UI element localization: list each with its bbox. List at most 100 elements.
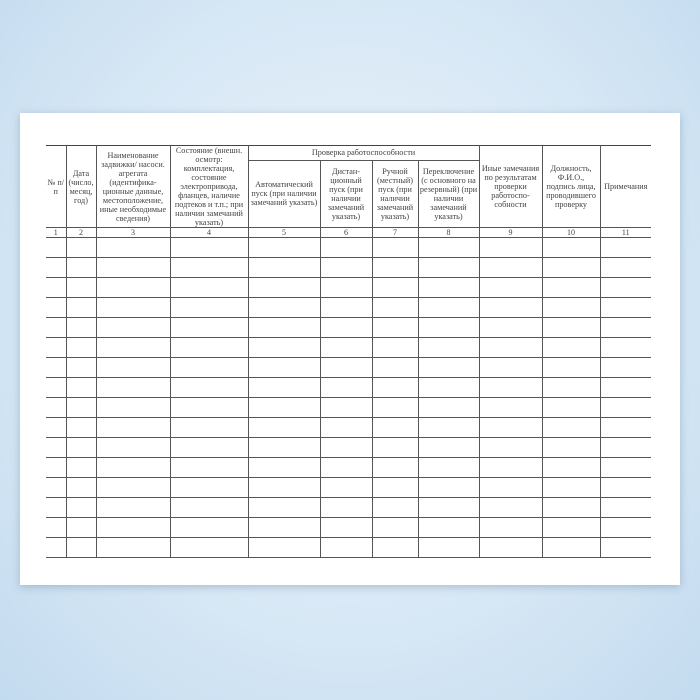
table-cell	[417, 417, 480, 438]
table-cell	[95, 337, 171, 358]
table-cell	[371, 257, 419, 278]
table-cell	[46, 397, 67, 418]
table-cell	[478, 437, 543, 458]
header-number: № п/п	[46, 145, 67, 228]
table-cell	[478, 337, 543, 358]
table-cell	[371, 457, 419, 478]
table-cell	[599, 297, 651, 318]
table-cell	[46, 417, 67, 438]
table-cell	[541, 517, 601, 538]
table-cell	[541, 277, 601, 298]
header-manual-start: Ручной (местный) пуск (при наличии замеч…	[371, 159, 419, 229]
table-row	[46, 477, 651, 498]
table-cell	[371, 517, 419, 538]
table-cell	[46, 437, 67, 458]
table-cell	[599, 277, 651, 298]
column-number: 10	[541, 227, 601, 238]
table-row	[46, 517, 651, 538]
table-cell	[319, 337, 373, 358]
table-cell	[247, 337, 321, 358]
header-name: Наименование задвижки/ насоси. агрегата …	[95, 145, 171, 228]
table-cell	[65, 477, 97, 498]
table-cell	[417, 477, 480, 498]
header-check-group: Проверка работоспособности	[247, 145, 480, 161]
table-cell	[65, 497, 97, 518]
table-cell	[478, 417, 543, 438]
table-cell	[65, 457, 97, 478]
table-cell	[371, 397, 419, 418]
table-row	[46, 257, 651, 278]
table-cell	[247, 457, 321, 478]
table-cell	[417, 237, 480, 258]
table-cell	[599, 497, 651, 518]
table-cell	[169, 537, 249, 558]
column-number: 7	[371, 227, 419, 238]
table-cell	[541, 237, 601, 258]
table-cell	[247, 277, 321, 298]
table-cell	[417, 397, 480, 418]
table-cell	[541, 457, 601, 478]
table-cell	[169, 257, 249, 278]
header-auto-start: Автоматический пуск (при наличии замечан…	[248, 159, 321, 229]
table-cell	[95, 257, 171, 278]
table-cell	[541, 257, 601, 278]
table-cell	[478, 477, 543, 498]
table-cell	[319, 237, 373, 258]
table-cell	[417, 317, 480, 338]
table-cell	[319, 497, 373, 518]
table-cell	[599, 317, 651, 338]
table-cell	[247, 237, 321, 258]
table-cell	[65, 297, 97, 318]
column-numbers-row: 1 2 3 4 5 6 7 8 9 10 11	[46, 227, 651, 238]
table-cell	[478, 397, 543, 418]
table-cell	[599, 397, 651, 418]
table-cell	[417, 457, 480, 478]
table-cell	[371, 377, 419, 398]
table-cell	[371, 417, 419, 438]
table-cell	[319, 477, 373, 498]
header-condition: Состояние (внешн. осмотр: комплектация, …	[169, 145, 249, 228]
table-cell	[46, 297, 67, 318]
table-cell	[46, 237, 67, 258]
table-cell	[95, 397, 171, 418]
table-cell	[95, 477, 171, 498]
table-row	[46, 337, 651, 358]
table-cell	[247, 377, 321, 398]
column-number: 9	[478, 227, 543, 238]
table-cell	[65, 437, 97, 458]
table-cell	[46, 497, 67, 518]
table-cell	[46, 537, 67, 558]
table-cell	[478, 537, 543, 558]
table-cell	[541, 417, 601, 438]
column-number: 2	[65, 227, 97, 238]
table-cell	[65, 537, 97, 558]
table-cell	[65, 377, 97, 398]
table-row	[46, 537, 651, 558]
table-cell	[95, 457, 171, 478]
table-cell	[169, 497, 249, 518]
table-cell	[46, 317, 67, 338]
table-cell	[417, 377, 480, 398]
table-cell	[599, 377, 651, 398]
table-row	[46, 277, 651, 298]
table-cell	[417, 357, 480, 378]
table-cell	[46, 257, 67, 278]
table-row	[46, 357, 651, 378]
table-row	[46, 497, 651, 518]
table-cell	[599, 517, 651, 538]
table-cell	[599, 537, 651, 558]
table-cell	[169, 457, 249, 478]
table-cell	[417, 277, 480, 298]
table-cell	[247, 537, 321, 558]
table-cell	[247, 417, 321, 438]
table-cell	[169, 277, 249, 298]
table-cell	[46, 517, 67, 538]
table-cell	[247, 297, 321, 318]
table-cell	[319, 377, 373, 398]
table-cell	[478, 317, 543, 338]
table-cell	[169, 337, 249, 358]
column-number: 8	[417, 227, 480, 238]
table-cell	[319, 457, 373, 478]
table-cell	[95, 317, 171, 338]
table-cell	[65, 317, 97, 338]
